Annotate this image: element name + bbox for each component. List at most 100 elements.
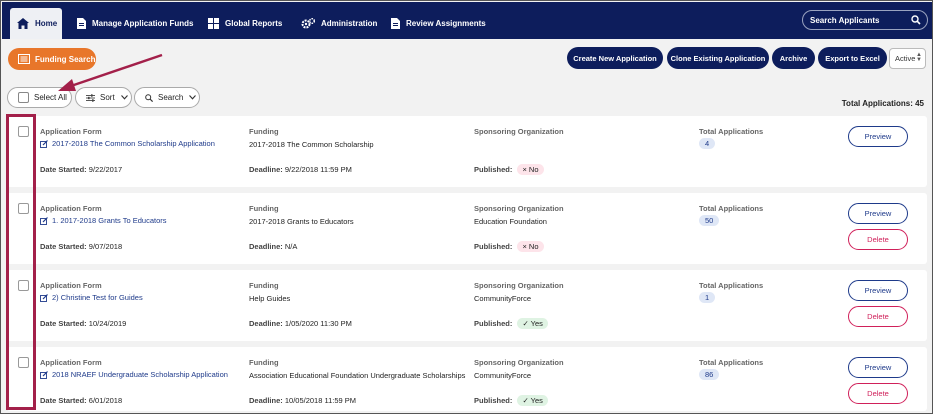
row-checkbox[interactable] xyxy=(18,203,29,214)
funding-value: Association Educational Foundation Under… xyxy=(249,371,466,380)
document-icon xyxy=(77,18,86,29)
sort-dropdown[interactable]: Sort xyxy=(75,87,132,108)
date-started: Date Started: 10/24/2019 xyxy=(40,319,126,328)
status-select[interactable]: Active ▲ ▼ xyxy=(889,48,926,69)
row-checkbox[interactable] xyxy=(18,126,29,137)
home-icon xyxy=(17,18,29,29)
date-started: Date Started: 6/01/2018 xyxy=(40,396,122,405)
row-checkbox[interactable] xyxy=(18,357,29,368)
published: Published: × No xyxy=(474,164,544,175)
deadline-label: Deadline: xyxy=(249,396,283,405)
date-started: Date Started: 9/22/2017 xyxy=(40,165,122,174)
published-badge: × No xyxy=(517,164,544,175)
nav-review-assignments[interactable]: Review Assignments xyxy=(391,8,486,39)
delete-button[interactable]: Delete xyxy=(848,229,908,250)
org-value: CommunityForce xyxy=(474,294,532,303)
application-form-link[interactable]: 1. 2017-2018 Grants To Educators xyxy=(40,216,167,225)
published-label: Published: xyxy=(474,242,513,251)
row-checkbox[interactable] xyxy=(18,280,29,291)
sliders-icon xyxy=(86,93,95,102)
deadline-value: 10/05/2018 11:59 PM xyxy=(284,396,357,405)
gears-icon xyxy=(301,18,315,29)
deadline-value: 9/22/2018 11:59 PM xyxy=(284,165,352,174)
form-label: Application Form xyxy=(40,127,102,136)
create-new-application-button[interactable]: Create New Application xyxy=(567,47,663,69)
select-all-checkbox[interactable] xyxy=(18,92,29,103)
date-started-label: Date Started: xyxy=(40,165,87,174)
application-form-link[interactable]: 2) Christine Test for Guides xyxy=(40,293,143,302)
nav-manage-funds-label: Manage Application Funds xyxy=(92,19,194,28)
clone-existing-application-button[interactable]: Clone Existing Application xyxy=(667,47,769,69)
delete-button[interactable]: Delete xyxy=(848,383,908,404)
date-started-value: 6/01/2018 xyxy=(88,396,123,405)
deadline: Deadline: N/A xyxy=(249,242,297,251)
nav-home[interactable]: Home xyxy=(10,8,62,39)
export-to-excel-button[interactable]: Export to Excel xyxy=(818,47,887,69)
application-form-link[interactable]: 2017-2018 The Common Scholarship Applica… xyxy=(40,139,215,148)
chevron-down-icon xyxy=(189,95,197,100)
org-value: Education Foundation xyxy=(474,217,547,226)
application-form-name: 2) Christine Test for Guides xyxy=(52,293,143,302)
search-applicants-input[interactable]: Search Applicants xyxy=(802,10,928,30)
application-form-link[interactable]: 2018 NRAEF Undergraduate Scholarship App… xyxy=(40,370,228,379)
application-form-name: 2018 NRAEF Undergraduate Scholarship App… xyxy=(52,370,228,379)
nav-administration-label: Administration xyxy=(321,19,378,28)
nav-global-reports[interactable]: Global Reports xyxy=(208,8,282,39)
total-count-badge: 86 xyxy=(699,369,720,380)
total-label: Total Applications xyxy=(699,204,764,213)
archive-button[interactable]: Archive xyxy=(772,47,815,69)
deadline: Deadline: 10/05/2018 11:59 PM xyxy=(249,396,356,405)
total-label: Total Applications xyxy=(699,127,764,136)
nav-administration[interactable]: Administration xyxy=(301,8,377,39)
funding-label: Funding xyxy=(249,281,279,290)
form-label: Application Form xyxy=(40,281,102,290)
preview-button[interactable]: Preview xyxy=(848,280,908,301)
select-all-button[interactable]: Select All xyxy=(7,87,72,108)
preview-button[interactable]: Preview xyxy=(848,203,908,224)
published-badge: ✓ Yes xyxy=(517,318,548,329)
total-label: Total Applications xyxy=(699,358,764,367)
date-started-value: 9/22/2017 xyxy=(88,165,123,174)
search-icon[interactable] xyxy=(911,15,921,25)
deadline-label: Deadline: xyxy=(249,242,283,251)
published-label: Published: xyxy=(474,165,513,174)
sort-label: Sort xyxy=(100,93,115,102)
list-icon xyxy=(18,54,30,64)
status-select-value: Active xyxy=(895,54,916,63)
date-started: Date Started: 9/07/2018 xyxy=(40,242,122,251)
search-dropdown[interactable]: Search xyxy=(134,87,200,108)
preview-button[interactable]: Preview xyxy=(848,357,908,378)
edit-icon xyxy=(40,139,48,148)
date-started-value: 10/24/2019 xyxy=(88,319,127,328)
document-icon xyxy=(391,18,400,29)
edit-icon xyxy=(40,370,48,379)
application-form-name: 1. 2017-2018 Grants To Educators xyxy=(52,216,167,225)
grid-icon xyxy=(208,18,219,29)
published-value: No xyxy=(528,242,539,251)
org-label: Sponsoring Organization xyxy=(474,127,564,136)
funding-value: 2017-2018 Grants to Educators xyxy=(249,217,354,226)
preview-button[interactable]: Preview xyxy=(848,126,908,147)
funding-label: Funding xyxy=(249,358,279,367)
nav-home-label: Home xyxy=(35,19,58,28)
org-label: Sponsoring Organization xyxy=(474,281,564,290)
date-started-value: 9/07/2018 xyxy=(88,242,123,251)
published-value: Yes xyxy=(530,319,543,328)
org-label: Sponsoring Organization xyxy=(474,358,564,367)
published-badge: × No xyxy=(517,241,544,252)
funding-search-label: Funding Search xyxy=(35,54,96,64)
total-label: Total Applications xyxy=(699,281,764,290)
edit-icon xyxy=(40,216,48,225)
deadline: Deadline: 9/22/2018 11:59 PM xyxy=(249,165,352,174)
funding-label: Funding xyxy=(249,204,279,213)
deadline: Deadline: 1/05/2020 11:30 PM xyxy=(249,319,352,328)
nav-review-assignments-label: Review Assignments xyxy=(406,19,486,28)
delete-button[interactable]: Delete xyxy=(848,306,908,327)
published-badge: ✓ Yes xyxy=(517,395,548,406)
published-label: Published: xyxy=(474,396,513,405)
application-card: Application Form 1. 2017-2018 Grants To … xyxy=(7,193,927,264)
nav-manage-funds[interactable]: Manage Application Funds xyxy=(77,8,193,39)
published-value: Yes xyxy=(530,396,543,405)
funding-search-button[interactable]: Funding Search xyxy=(8,48,96,70)
